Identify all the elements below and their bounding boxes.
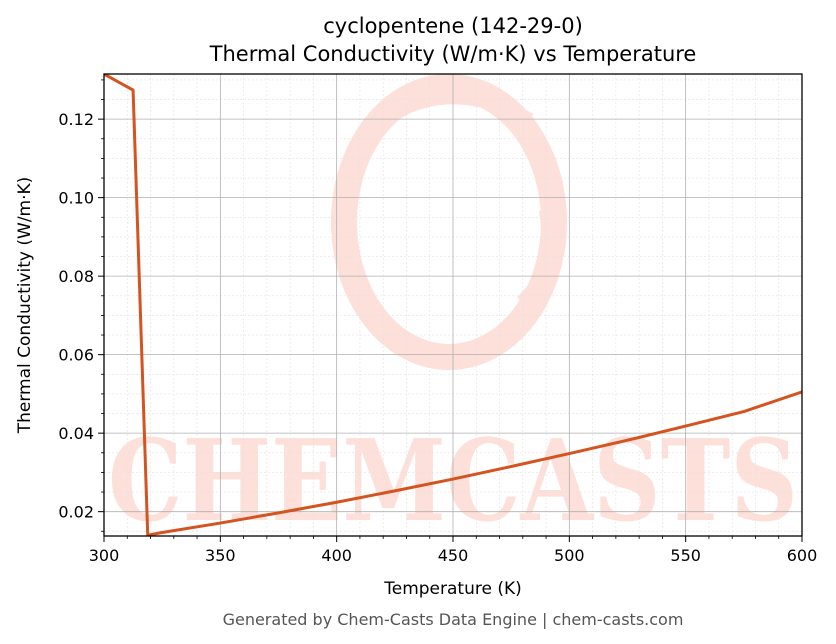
y-tick-label: 0.12 <box>58 110 94 129</box>
x-tick-label: 600 <box>787 546 818 565</box>
y-tick-label: 0.04 <box>58 424 94 443</box>
x-tick-label: 300 <box>89 546 120 565</box>
y-tick-label: 0.08 <box>58 267 94 286</box>
x-tick-label: 450 <box>438 546 469 565</box>
y-tick-label: 0.10 <box>58 189 94 208</box>
chart-title-line2: Thermal Conductivity (W/m·K) vs Temperat… <box>209 42 697 66</box>
series-group <box>104 74 802 536</box>
y-tick-label: 0.02 <box>58 503 94 522</box>
x-tick-label: 550 <box>670 546 701 565</box>
x-axis-label: Temperature (K) <box>383 579 522 599</box>
x-tick-label: 350 <box>205 546 236 565</box>
x-tick-label: 500 <box>554 546 585 565</box>
chemcasts-logo-swirl-icon <box>331 74 567 370</box>
y-tick-label: 0.06 <box>58 346 94 365</box>
x-axis-ticks: 300 350 400 450 500 550 600 <box>89 536 818 565</box>
series-line-0 <box>104 74 802 536</box>
x-tick-label: 400 <box>321 546 352 565</box>
y-axis-label: Thermal Conductivity (W/m·K) <box>15 177 35 435</box>
chart-title-line1: cyclopentene (142-29-0) <box>323 14 583 38</box>
y-axis-ticks: 0.02 0.04 0.06 0.08 0.10 0.12 <box>58 79 104 532</box>
footer-credit: Generated by Chem-Casts Data Engine | ch… <box>223 610 684 629</box>
